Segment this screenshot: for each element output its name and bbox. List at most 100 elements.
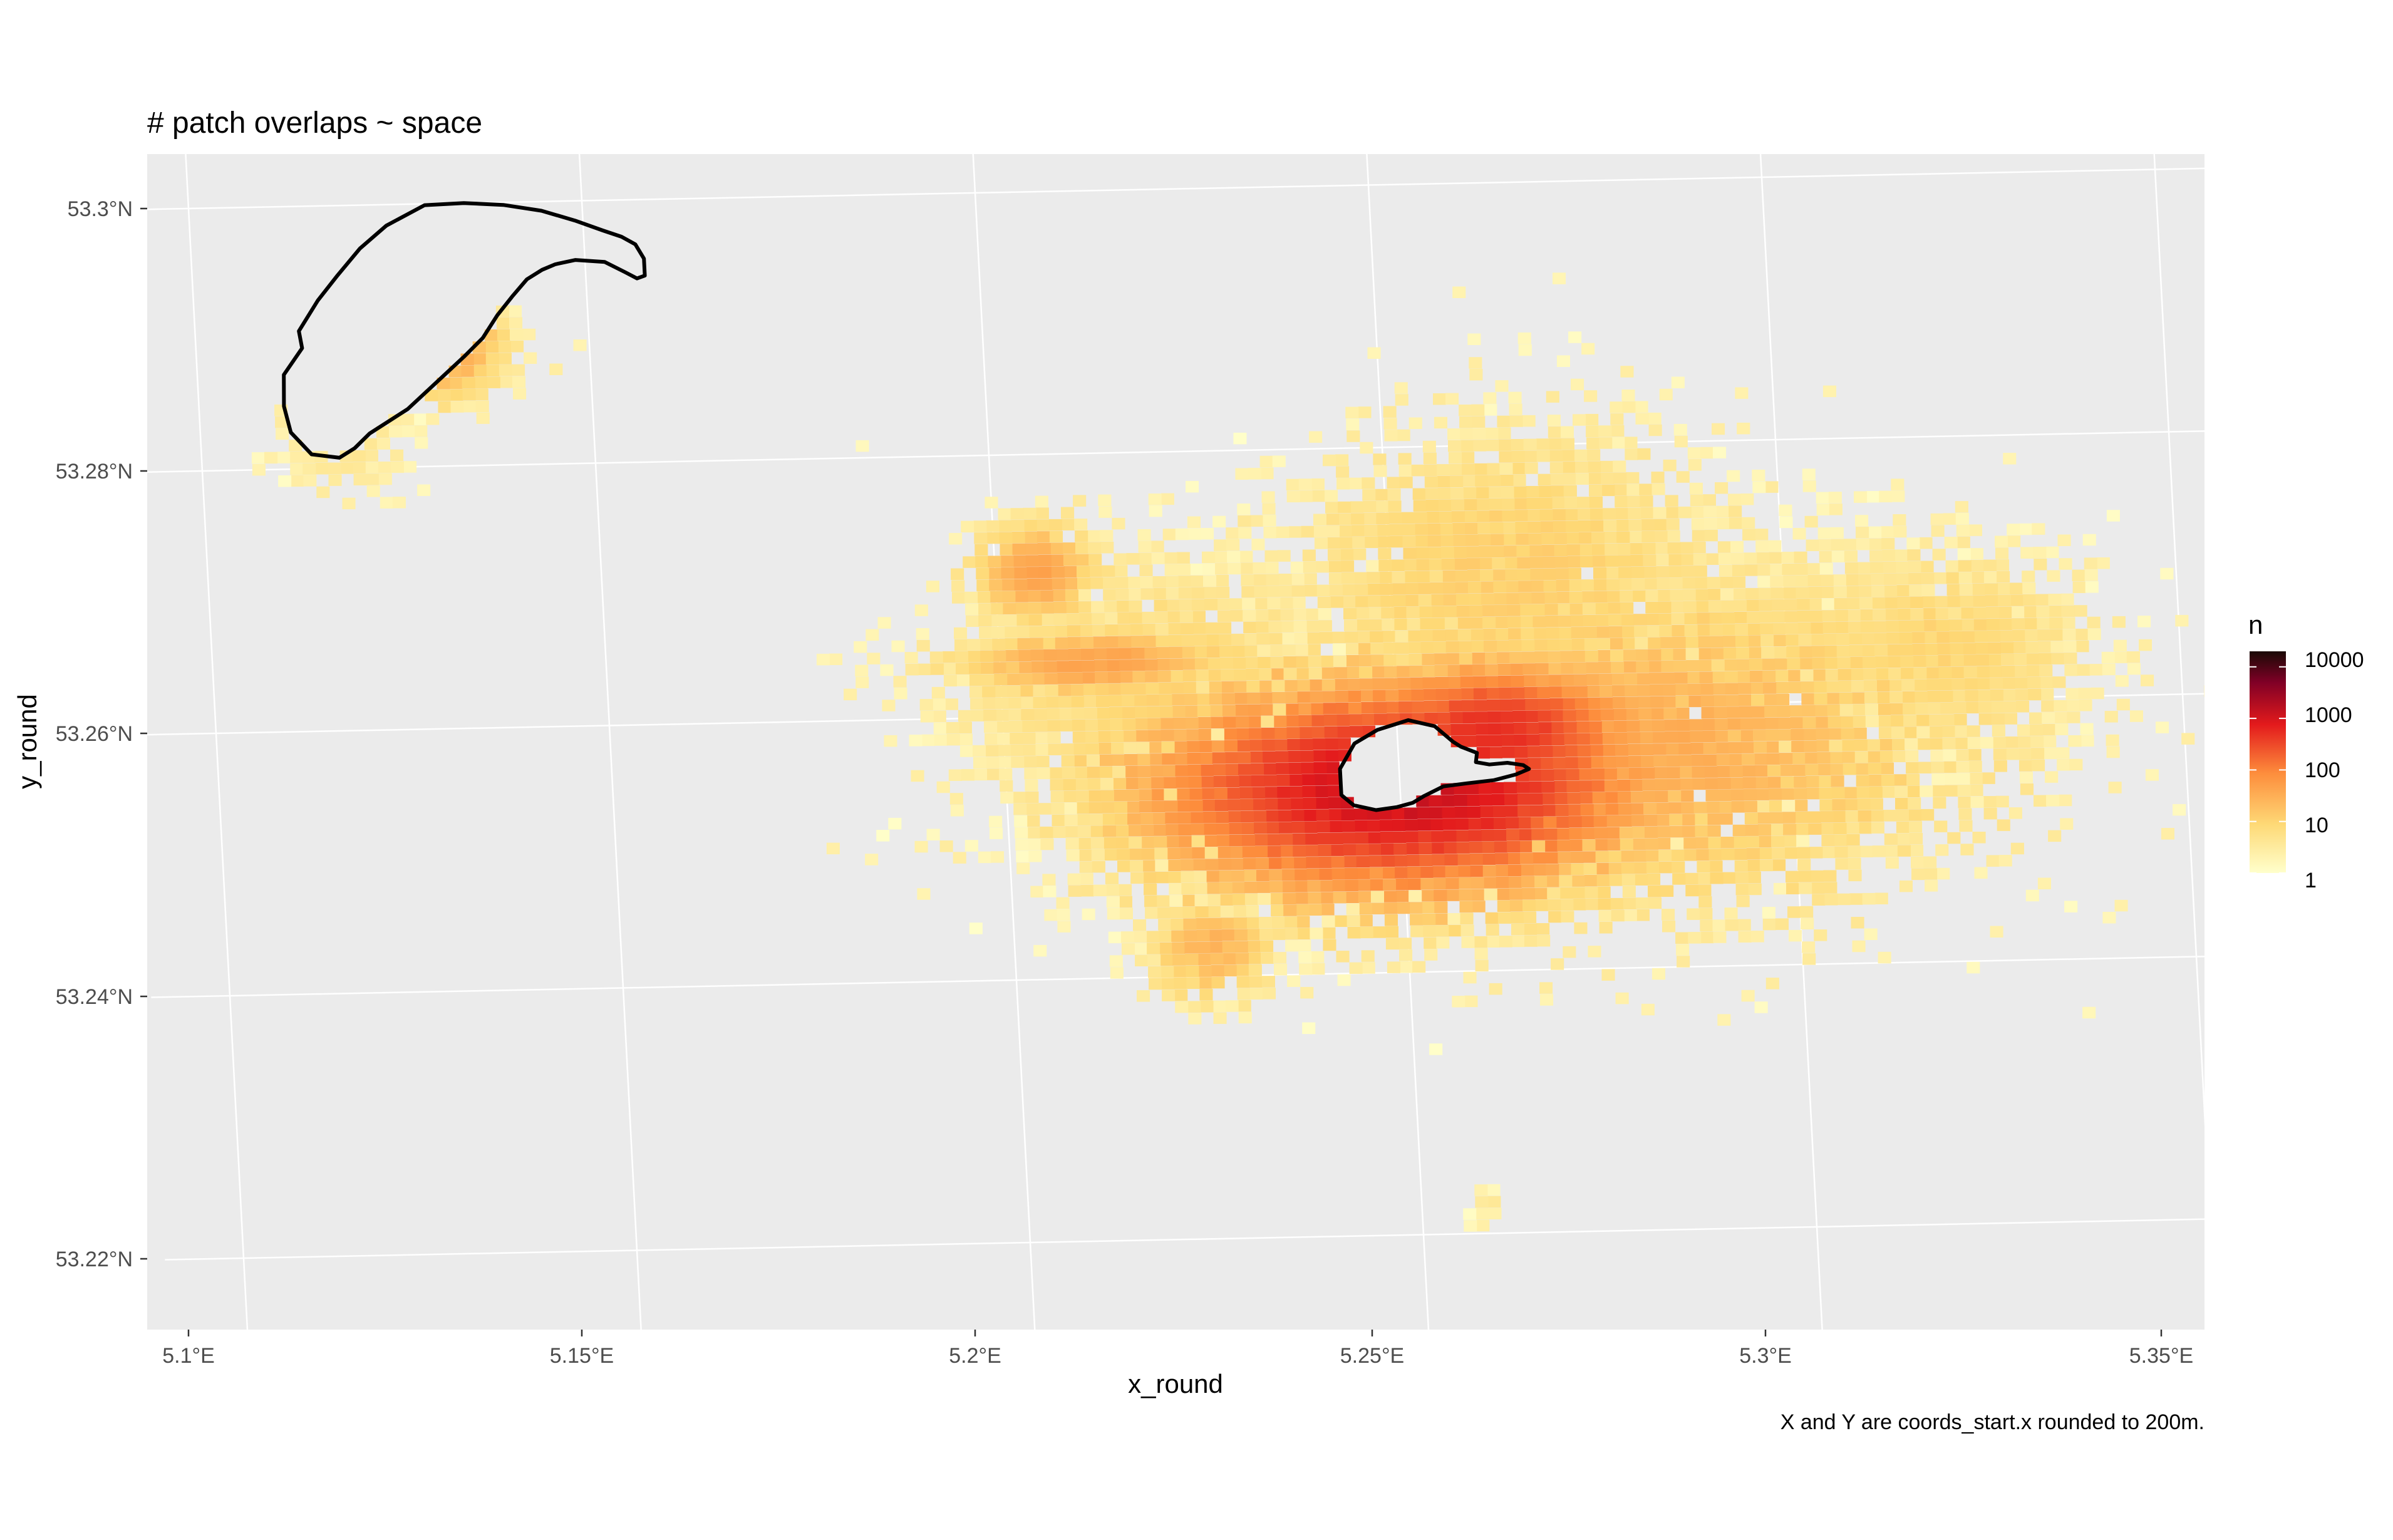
heatmap-tile	[1271, 916, 1285, 929]
heatmap-tile	[1856, 775, 1869, 787]
heatmap-tile	[1957, 548, 1971, 560]
heatmap-tile	[1858, 822, 1872, 834]
heatmap-tile	[1896, 821, 1910, 834]
heatmap-tile	[1342, 832, 1356, 844]
heatmap-tile	[988, 556, 1001, 567]
heatmap-tile	[1144, 659, 1158, 671]
heatmap-tile	[1672, 636, 1686, 649]
heatmap-tile	[1509, 651, 1523, 664]
heatmap-tile	[1680, 542, 1693, 554]
heatmap-tile	[1987, 630, 2000, 643]
heatmap-tile	[1961, 619, 1975, 631]
heatmap-tile	[988, 567, 1002, 579]
heatmap-tile	[1508, 391, 1522, 404]
heatmap-tile	[986, 532, 1000, 544]
heatmap-tile	[1928, 702, 1941, 715]
heatmap-tile	[1624, 673, 1638, 685]
heatmap-tile	[1550, 473, 1564, 485]
heatmap-tile	[1494, 592, 1507, 605]
heatmap-tile	[1549, 462, 1563, 473]
heatmap-tile	[1591, 532, 1605, 544]
heatmap-tile	[1519, 604, 1533, 616]
heatmap-tile	[1930, 738, 1943, 750]
heatmap-tile	[1463, 1208, 1477, 1220]
heatmap-tile	[1931, 773, 1945, 785]
heatmap-tile	[1046, 708, 1060, 720]
heatmap-tile	[1253, 574, 1267, 586]
heatmap-tile	[1516, 782, 1530, 793]
heatmap-tile	[1767, 765, 1781, 777]
heatmap-tile	[1315, 785, 1328, 798]
heatmap-tile	[1721, 612, 1735, 624]
heatmap-tile	[946, 722, 959, 734]
heatmap-tile	[1647, 637, 1661, 649]
heatmap-tile	[2218, 709, 2231, 721]
heatmap-tile	[1273, 703, 1286, 716]
heatmap-tile	[1343, 596, 1357, 608]
heatmap-tile	[1727, 730, 1741, 742]
heatmap-tile	[1250, 515, 1264, 527]
heatmap-tile	[1685, 872, 1698, 885]
heatmap-tile	[1996, 559, 2010, 571]
heatmap-tile	[1063, 554, 1077, 566]
heatmap-tile	[1158, 682, 1172, 695]
heatmap-tile	[1527, 521, 1541, 534]
heatmap-tile	[1394, 618, 1408, 631]
heatmap-tile	[1556, 828, 1570, 840]
heatmap-tile	[1824, 894, 1838, 906]
heatmap-tile	[1685, 884, 1699, 897]
heatmap-tile	[1341, 561, 1355, 572]
heatmap-tile	[1222, 953, 1236, 965]
heatmap-tile	[1487, 700, 1501, 711]
heatmap-tile	[1308, 668, 1322, 680]
heatmap-tile	[1424, 701, 1437, 713]
heatmap-tile	[1793, 776, 1807, 788]
heatmap-tile	[1895, 797, 1909, 810]
heatmap-tile	[1807, 575, 1821, 587]
heatmap-tile	[1804, 752, 1818, 764]
heatmap-tile	[1020, 696, 1034, 709]
heatmap-tile	[1433, 393, 1447, 405]
heatmap-tile	[1646, 613, 1660, 626]
heatmap-tile	[1300, 986, 1314, 999]
heatmap-tile	[1135, 718, 1149, 730]
heatmap-tile	[1580, 804, 1594, 816]
heatmap-tile	[1891, 726, 1905, 739]
heatmap-tile	[1035, 732, 1048, 744]
heatmap-tile	[1970, 548, 1983, 560]
heatmap-tile	[1879, 750, 1893, 763]
heatmap-tile	[1218, 622, 1232, 634]
heatmap-tile	[1737, 919, 1751, 931]
heatmap-tile	[1194, 646, 1207, 658]
heatmap-tile	[826, 842, 840, 855]
heatmap-tile	[1333, 667, 1347, 679]
heatmap-tile	[1222, 705, 1236, 716]
heatmap-tile	[1001, 567, 1015, 579]
heatmap-tile	[1032, 685, 1046, 697]
heatmap-tile	[1607, 839, 1621, 851]
heatmap-tile	[1653, 755, 1667, 767]
heatmap-tile	[1911, 856, 1925, 869]
heatmap-tile	[1053, 601, 1067, 614]
heatmap-tile	[1063, 790, 1077, 803]
heatmap-tile	[1206, 871, 1219, 882]
legend-label: 10000	[2305, 648, 2364, 672]
heatmap-tile	[1645, 826, 1658, 839]
heatmap-tile	[1409, 665, 1423, 678]
heatmap-tile	[1013, 555, 1026, 567]
heatmap-tile	[1375, 488, 1388, 501]
heatmap-tile	[1713, 695, 1727, 707]
heatmap-tile	[1984, 583, 1998, 595]
heatmap-tile	[1110, 718, 1124, 731]
heatmap-tile	[1362, 489, 1376, 501]
heatmap-tile	[1976, 666, 1990, 678]
heatmap-tile	[1145, 907, 1159, 919]
heatmap-tile	[1102, 814, 1115, 825]
heatmap-tile	[1251, 763, 1264, 775]
heatmap-tile	[1958, 560, 1972, 572]
heatmap-tile	[1257, 881, 1271, 893]
heatmap-tile	[1548, 674, 1562, 686]
heatmap-tile	[1599, 437, 1613, 449]
heatmap-tile	[1556, 580, 1569, 592]
heatmap-tile	[1431, 606, 1445, 618]
